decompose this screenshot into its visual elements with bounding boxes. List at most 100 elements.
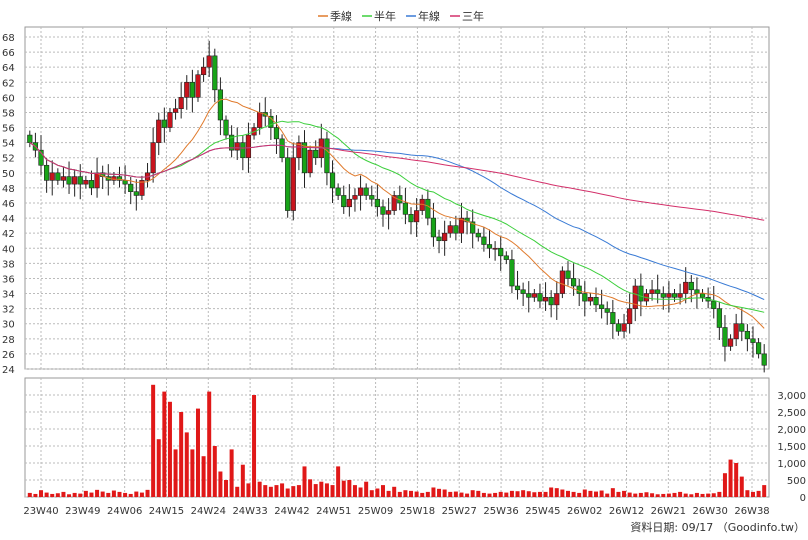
candle-body	[290, 157, 296, 211]
candle-body	[582, 293, 588, 302]
candle-body	[301, 142, 308, 174]
volume-bar	[420, 492, 425, 497]
candle-body	[55, 172, 61, 181]
candle-body	[492, 247, 498, 250]
volume-bar	[678, 491, 683, 497]
ma-year-line	[29, 142, 765, 301]
candle-body	[77, 176, 83, 185]
price-tick-label: 62	[2, 78, 15, 89]
candle-body	[655, 289, 661, 294]
volume-bar	[661, 493, 666, 497]
candle-body	[430, 217, 437, 238]
candle-body	[341, 195, 347, 208]
volume-bar	[734, 463, 739, 497]
volume-bar	[509, 490, 514, 497]
volume-bar	[179, 412, 184, 497]
volume-bar	[470, 490, 475, 497]
candle-body	[128, 183, 134, 192]
price-candles	[27, 40, 767, 373]
volume-bar	[476, 490, 481, 497]
x-axis-labels: 23W40 23W49 24W06 24W15 24W24 24W33 24W42 24W51…	[23, 506, 769, 517]
candle-body	[217, 89, 224, 121]
candle-body	[408, 214, 414, 223]
volume-bar	[308, 479, 313, 497]
candle-body	[442, 232, 448, 242]
volume-tick-label: 1,000	[777, 459, 806, 470]
candle-body	[122, 180, 128, 185]
volume-bar	[386, 490, 391, 497]
x-tick-label: 26W38	[734, 506, 769, 517]
candle-body	[677, 293, 683, 298]
candle-body	[503, 255, 509, 260]
volume-bar	[448, 491, 453, 497]
candle-body	[694, 289, 700, 294]
volume-bars	[27, 384, 767, 497]
candle-body	[576, 285, 582, 294]
candle-body	[184, 81, 190, 98]
volume-bar	[139, 492, 144, 497]
volume-bar	[106, 492, 111, 497]
candle-body	[559, 270, 565, 294]
volume-bar	[240, 464, 245, 497]
candle-body	[223, 119, 229, 136]
volume-bar	[610, 488, 615, 497]
candle-body	[279, 138, 285, 159]
candle-body	[363, 187, 369, 196]
x-tick-label: 26W30	[693, 506, 728, 517]
price-tick-label: 56	[2, 124, 15, 135]
volume-bar	[481, 492, 486, 497]
volume-bar	[224, 480, 229, 497]
data-date-footer: 資料日期: 09/17 （Goodinfo.tw）	[630, 520, 805, 534]
volume-bar	[375, 488, 380, 497]
candle-body	[610, 312, 616, 325]
candle-body	[554, 293, 560, 306]
candle-body	[324, 138, 330, 174]
price-tick-label: 38	[2, 259, 15, 270]
price-tick-label: 34	[2, 290, 15, 301]
volume-bar	[465, 493, 470, 497]
price-tick-label: 68	[2, 33, 15, 44]
volume-bar	[745, 490, 750, 497]
volume-bar	[95, 489, 100, 497]
x-tick-label: 24W33	[232, 506, 267, 517]
candle-body	[537, 293, 543, 302]
volume-bar	[392, 486, 397, 497]
candle-body	[60, 176, 67, 181]
volume-bar	[274, 485, 279, 497]
volume-bar	[543, 491, 548, 497]
candle-body	[391, 195, 397, 211]
candle-body	[514, 285, 521, 291]
volume-bar	[83, 490, 88, 497]
volume-bar	[582, 489, 587, 497]
x-tick-label: 23W49	[65, 506, 100, 517]
candle-body	[520, 289, 526, 294]
legend-label: 季線	[330, 9, 352, 23]
volume-bar	[515, 491, 520, 497]
candle-body	[285, 157, 291, 211]
volume-bar	[644, 492, 649, 497]
volume-bar	[762, 485, 767, 497]
volume-bar	[330, 485, 335, 497]
candle-body	[335, 187, 341, 196]
candle-body	[329, 172, 336, 189]
candle-body	[722, 327, 728, 347]
price-tick-label: 52	[2, 154, 15, 165]
x-tick-label: 23W40	[23, 506, 58, 517]
volume-bar	[498, 491, 503, 497]
volume-bar	[162, 391, 167, 497]
volume-bar	[554, 488, 559, 497]
candle-body	[671, 293, 678, 298]
candle-body	[750, 338, 756, 343]
candle-body	[739, 323, 745, 332]
volume-bar	[190, 449, 195, 497]
volume-bar	[61, 491, 66, 497]
candle-body	[268, 115, 274, 128]
legend-label: 半年	[374, 9, 396, 23]
x-tick-label: 26W21	[651, 506, 686, 517]
candle-body	[385, 210, 392, 215]
volume-bar	[594, 491, 599, 497]
volume-bar	[655, 494, 660, 497]
price-tick-label: 28	[2, 335, 15, 346]
candle-body	[727, 338, 734, 347]
candle-body	[604, 308, 610, 313]
